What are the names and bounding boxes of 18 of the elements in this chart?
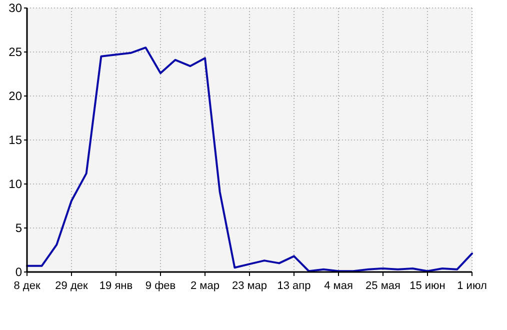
y-tick-label: 10 <box>8 177 22 192</box>
x-tick-label: 15 июн <box>410 280 446 292</box>
y-tick-label: 30 <box>8 1 22 16</box>
x-tick-label: 13 апр <box>277 280 311 292</box>
y-tick-label: 5 <box>15 221 22 236</box>
x-tick-label: 8 дек <box>14 280 40 292</box>
y-tick-label: 25 <box>8 45 22 60</box>
y-tick-label: 20 <box>8 89 22 104</box>
x-tick-label: 2 мар <box>190 280 220 292</box>
y-tick-label: 15 <box>8 133 22 148</box>
x-tick-label: 9 фев <box>145 280 176 292</box>
x-tick-label: 25 мая <box>366 280 401 292</box>
x-tick-label: 19 янв <box>99 280 133 292</box>
x-tick-label: 23 мар <box>232 280 268 292</box>
x-tick-label: 4 мая <box>324 280 353 292</box>
x-tick-label: 1 июл <box>457 280 487 292</box>
y-tick-label: 0 <box>15 265 22 280</box>
x-tick-label: 29 дек <box>55 280 88 292</box>
